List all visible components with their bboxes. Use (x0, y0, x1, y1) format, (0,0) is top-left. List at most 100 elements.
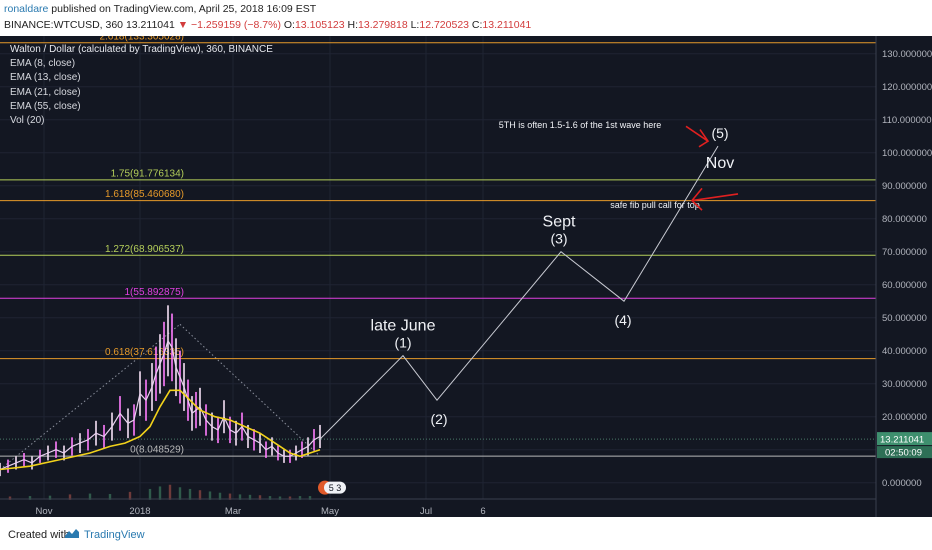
y-tick-label: 40.000000 (882, 346, 927, 357)
volume-bar (258, 495, 262, 500)
y-tick-label: 20.000000 (882, 412, 927, 423)
volume-bar (88, 493, 92, 500)
chart-area[interactable] (0, 36, 932, 517)
y-tick-label: 0.000000 (882, 478, 922, 489)
red-arrow (685, 125, 710, 148)
volume-bar (288, 496, 292, 500)
grid (0, 36, 876, 499)
trend-dotted-line (179, 323, 321, 457)
author-link[interactable]: ronaldare (4, 3, 49, 15)
price-line (0, 339, 321, 471)
y-tick-label: 80.000000 (882, 214, 927, 225)
volume-bar (298, 496, 302, 500)
wave-label: (2) (430, 411, 447, 427)
ohlc-high-value: 13.279818 (358, 19, 408, 31)
volume-bar (208, 491, 212, 500)
trend-dotted-line (0, 323, 181, 470)
volume-bar (148, 488, 152, 500)
price-series (0, 305, 321, 477)
price-chart[interactable]: 2.618(133.305028) 1.75(91.776134) 1.618(85… (0, 36, 932, 517)
volume-bar (268, 496, 272, 500)
ema-line (0, 389, 321, 471)
fib-label: 1.75(91.776134) (111, 168, 184, 179)
wave-label: (3) (550, 231, 567, 247)
ohlc-open-label: O: (283, 19, 295, 31)
footer: Created with TradingView (0, 517, 932, 550)
countdown-tag-text: 02:50:09 (885, 448, 922, 459)
current-price-tag (877, 432, 932, 446)
x-tick-label: Jul (420, 506, 432, 517)
y-tick-label: 100.000000 (882, 148, 932, 159)
legend-item-ema-21[interactable]: EMA (21, close) (10, 86, 81, 98)
axes: 0.00000010.00000020.00000030.00000040.00… (0, 36, 932, 517)
y-tick-label: 30.000000 (882, 379, 927, 390)
volume-bar (128, 491, 132, 500)
event-badge-bg (324, 481, 346, 494)
y-tick-label: 130.000000 (882, 49, 932, 60)
volume-bar (48, 495, 52, 500)
legend-item-ema-55[interactable]: EMA (55, close) (10, 100, 81, 112)
current-price-tag-text: 13.211041 (880, 435, 924, 446)
annotation-text: 5TH is often 1.5-1.6 of the 1st wave her… (499, 120, 662, 130)
ohlc-close-value: 13.211041 (482, 19, 532, 31)
volume-bar (168, 484, 172, 500)
forecast-path (319, 145, 719, 440)
volume-bar (248, 494, 252, 500)
x-tick-label: 2018 (129, 506, 150, 517)
y-tick-label: 70.000000 (882, 247, 927, 258)
fib-label: 0(8.048529) (130, 445, 184, 456)
y-tick-label: 60.000000 (882, 280, 927, 291)
tradingview-link[interactable]: TradingView (84, 529, 145, 541)
wave-note: Nov (706, 155, 734, 172)
chart-header: ronaldare published on TradingView.com, … (0, 0, 932, 36)
volume-bar (238, 494, 242, 500)
fib-label: 1(55.892875) (125, 287, 185, 298)
ohlc-line: BINANCE:WTCUSD, 360 13.211041 ▼ −1.25915… (4, 19, 531, 31)
chart-legend: Walton / Dollar (calculated by TradingVi… (10, 43, 273, 128)
x-tick-label: Mar (225, 506, 241, 517)
volume-bar (278, 496, 282, 500)
wave-note: Sept (543, 214, 576, 231)
fib-label: 1.272(68.906537) (105, 244, 184, 255)
symbol-label: BINANCE:WTCUSD, 360 (4, 19, 124, 31)
y-tick-label: 50.000000 (882, 313, 927, 324)
tradingview-logo-icon (65, 529, 79, 538)
y-tick-label: 90.000000 (882, 181, 927, 192)
forecast-wave: (1)late June (2) (3)Sept (4) (5) Nov (319, 125, 734, 440)
ohlc-close-label: C: (471, 19, 483, 31)
countdown-tag (877, 446, 932, 459)
ohlc-open-value: 13.105123 (294, 19, 345, 31)
volume-bar (8, 496, 12, 500)
fib-label: 2.618(133.305028) (99, 36, 184, 42)
published-text: published on TradingView.com, April 25, … (51, 3, 317, 15)
x-tick-label: May (321, 506, 339, 517)
volume-bar (178, 487, 182, 500)
legend-item-vol[interactable]: Vol (20) (10, 115, 45, 127)
wave-label: (1) (394, 335, 411, 351)
legend-item-ema-13[interactable]: EMA (13, close) (10, 72, 81, 84)
trend-lines (0, 323, 321, 470)
volume-bar (28, 496, 32, 500)
volume-bar (158, 486, 162, 500)
legend-item-ema-8[interactable]: EMA (8, close) (10, 58, 76, 70)
legend-title: Walton / Dollar (calculated by TradingVi… (10, 44, 273, 55)
wave-label: (4) (614, 312, 631, 328)
volume-bar (108, 493, 112, 500)
last-price: 13.211041 (125, 19, 175, 31)
y-tick-label: 120.000000 (882, 82, 932, 93)
publish-line: ronaldare published on TradingView.com, … (4, 3, 316, 15)
price-change: ▼ −1.259159 (−8.7%) (177, 19, 281, 31)
red-arrow (690, 187, 739, 211)
volume-bar (218, 492, 222, 500)
ohlc-low-label: L: (410, 19, 420, 31)
fib-levels: 2.618(133.305028) 1.75(91.776134) 1.618(85… (0, 36, 876, 457)
volume-bar (198, 490, 202, 500)
ohlc-low-value: 12.720523 (419, 19, 469, 31)
wave-label: (5) (711, 125, 728, 141)
x-tick-label: Nov (36, 506, 53, 517)
ohlc-high-label: H: (347, 19, 359, 31)
fib-label: 0.618(37.616335) (105, 347, 184, 358)
volume-bar (228, 493, 232, 500)
annotation-text: safe fib pull call for top (610, 200, 700, 210)
volume-bar (188, 488, 192, 500)
